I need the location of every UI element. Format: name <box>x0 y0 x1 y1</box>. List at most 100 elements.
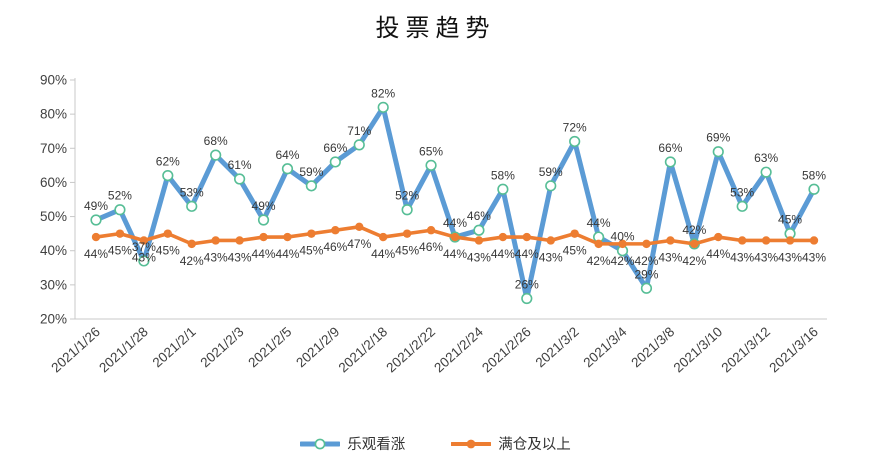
optimistic-data-label: 63% <box>754 151 778 165</box>
full-position-data-label: 43% <box>658 250 682 264</box>
optimistic-data-label: 52% <box>108 189 132 203</box>
full-position-point-marker <box>546 236 555 245</box>
optimistic-point-marker <box>425 159 437 171</box>
full-position-data-label: 45% <box>299 244 323 258</box>
full-position-data-label: 43% <box>467 250 491 264</box>
full-position-point-marker <box>785 236 795 245</box>
full-position-data-label: 43% <box>730 250 754 264</box>
optimistic-data-label: 26% <box>515 278 539 292</box>
optimistic-data-label: 82% <box>371 86 395 100</box>
optimistic-point-marker <box>401 204 413 216</box>
full-position-data-label: 43% <box>778 250 802 264</box>
full-position-point-marker <box>211 236 220 245</box>
optimistic-data-label: 44% <box>443 216 467 230</box>
x-tick-label: 2021/2/1 <box>150 324 199 370</box>
full-position-data-label: 43% <box>802 250 826 264</box>
full-position-data-label: 44% <box>371 247 395 261</box>
full-position-point-marker <box>139 236 149 245</box>
optimistic-data-label: 62% <box>156 155 180 169</box>
full-position-data-label: 43% <box>132 250 156 264</box>
optimistic-data-label: 58% <box>802 168 826 182</box>
full-position-data-label: 44% <box>275 247 299 261</box>
full-position-data-label: 43% <box>228 250 252 264</box>
optimistic-point-marker <box>736 200 748 212</box>
chart-title: 投票趋势 <box>375 14 496 42</box>
optimistic-point-marker <box>521 292 533 305</box>
optimistic-point-marker <box>569 135 581 148</box>
y-tick-label: 80% <box>40 107 67 122</box>
full-position-data-label: 42% <box>682 254 706 268</box>
full-position-point-marker <box>761 236 771 245</box>
optimistic-point-marker <box>257 214 270 226</box>
full-position-point-marker <box>402 229 412 238</box>
optimistic-point-marker <box>712 146 724 158</box>
full-position-data-label: 46% <box>323 240 347 254</box>
optimistic-data-label: 72% <box>563 120 587 134</box>
full-position-data-label: 43% <box>539 250 563 264</box>
optimistic-data-label: 65% <box>419 144 443 158</box>
x-tick-label: 2021/2/26 <box>479 324 534 375</box>
optimistic-point-marker <box>760 166 772 178</box>
full-position-point-marker <box>522 232 531 242</box>
optimistic-data-label: 53% <box>180 185 204 199</box>
full-position-data-label: 45% <box>395 244 419 258</box>
optimistic-point-marker <box>329 156 341 168</box>
optimistic-data-label: 45% <box>778 213 802 227</box>
optimistic-point-marker <box>138 255 150 267</box>
optimistic-data-label: 59% <box>539 165 563 179</box>
full-position-data-label: 42% <box>611 254 635 268</box>
full-position-data-label: 44% <box>491 247 515 261</box>
full-position-data-label: 42% <box>587 254 611 268</box>
optimistic-data-label: 53% <box>730 185 754 199</box>
optimistic-data-label: 61% <box>228 158 252 172</box>
optimistic-data-label: 40% <box>611 230 635 244</box>
full-position-data-label: 43% <box>204 250 228 264</box>
optimistic-point-marker <box>234 173 246 185</box>
full-position-data-label: 42% <box>180 254 204 268</box>
full-position-data-label: 43% <box>754 250 778 264</box>
full-position-point-marker <box>642 239 651 249</box>
full-position-point-marker <box>690 239 699 249</box>
full-position-point-marker <box>570 229 579 238</box>
optimistic-point-marker <box>114 204 126 216</box>
full-position-point-marker <box>235 236 244 245</box>
optimistic-data-label: 42% <box>682 223 706 237</box>
optimistic-data-label: 46% <box>467 209 491 223</box>
full-position-point-marker <box>450 232 460 242</box>
legend-label-optimistic: 乐观看涨 <box>347 437 406 453</box>
full-position-data-label: 44% <box>443 247 467 261</box>
legend-item-full-position: 满仓及以上 <box>451 433 571 454</box>
full-position-data-label: 47% <box>347 237 371 251</box>
full-position-data-label: 42% <box>634 254 658 268</box>
y-tick-label: 20% <box>40 312 67 327</box>
full-position-point-marker <box>283 232 292 242</box>
optimistic-series-marker-icon <box>300 438 341 449</box>
optimistic-data-label: 64% <box>275 148 299 162</box>
optimistic-data-label: 49% <box>84 199 108 213</box>
optimistic-data-label: 29% <box>634 267 658 281</box>
x-tick-label: 2021/2/3 <box>198 324 247 370</box>
full-position-point-marker <box>259 232 268 242</box>
x-tick-label: 2021/3/16 <box>766 324 821 375</box>
optimistic-point-marker <box>808 183 820 195</box>
optimistic-point-marker <box>377 101 389 113</box>
x-tick-label: 2021/2/24 <box>431 324 486 376</box>
optimistic-data-label: 58% <box>491 168 515 182</box>
full-position-point-marker <box>187 239 196 249</box>
full-position-point-marker <box>307 229 316 238</box>
full-position-point-marker <box>714 232 723 242</box>
full-position-point-marker <box>738 236 747 245</box>
full-position-point-marker <box>666 236 675 245</box>
legend-item-optimistic: 乐观看涨 <box>300 433 405 454</box>
y-tick-label: 40% <box>40 243 67 258</box>
full-position-point-marker <box>379 232 388 242</box>
x-tick-label: 2021/3/12 <box>718 324 773 375</box>
optimistic-point-marker <box>281 163 294 175</box>
optimistic-data-label: 52% <box>395 189 419 203</box>
y-tick-label: 30% <box>40 277 67 292</box>
chart-legend: 乐观看涨 满仓及以上 <box>0 433 871 454</box>
y-tick-label: 50% <box>40 209 67 224</box>
full-position-point-marker <box>594 239 603 249</box>
full-position-point-marker <box>355 222 364 232</box>
